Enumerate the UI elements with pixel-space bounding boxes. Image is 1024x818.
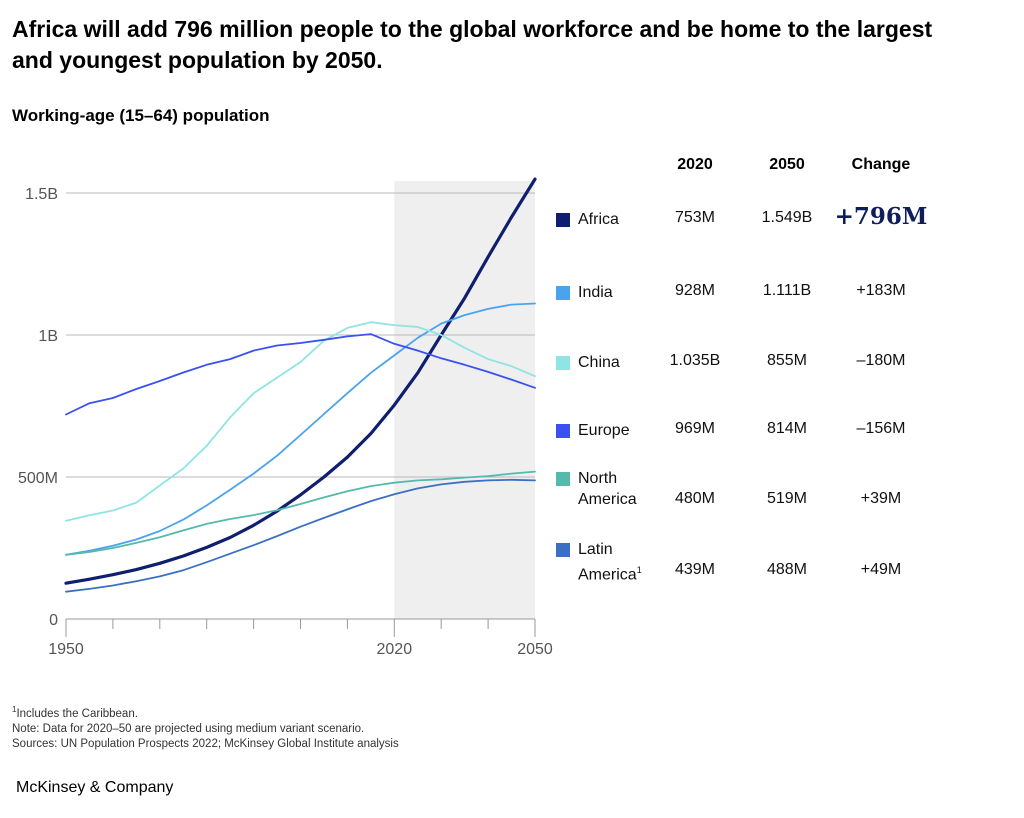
x-tick-label: 2020 — [377, 641, 413, 658]
legend-row-latin-america: Latin America1 439M 488M +49M — [556, 539, 936, 589]
legend-label-line1: North — [578, 470, 618, 487]
footnote-marker: 1 — [636, 565, 642, 575]
value-change: +796M — [834, 203, 928, 230]
value-2050: 855M — [766, 352, 808, 369]
header-2020: 2020 — [677, 156, 713, 173]
legend-label: Africa — [578, 211, 619, 228]
legend-label-line2: America — [578, 491, 637, 508]
legend-label: India — [578, 284, 613, 301]
value-2020: 928M — [674, 282, 716, 299]
chart-title: Africa will add 796 million people to th… — [12, 16, 933, 73]
series-line-europe — [65, 333, 536, 416]
legend-swatch — [556, 213, 570, 227]
value-2050: 488M — [766, 561, 808, 578]
legend-swatch — [556, 286, 570, 300]
value-2050: 814M — [766, 420, 808, 437]
value-2020: 969M — [674, 420, 716, 437]
sources-line: Sources: UN Population Prospects 2022; M… — [12, 737, 399, 750]
legend-swatch — [556, 543, 570, 557]
legend-label: China — [578, 354, 620, 371]
legend-label-line1: Latin — [578, 541, 613, 558]
x-tick-label: 2050 — [517, 641, 553, 658]
y-tick-label: 1.5B — [25, 186, 58, 203]
series-line-latin-america — [65, 478, 536, 593]
legend-label: Europe — [578, 422, 630, 439]
value-change: +39M — [860, 490, 902, 507]
legend-row-north-america: North America 480M 519M +39M — [556, 468, 936, 518]
value-change: –180M — [856, 352, 906, 369]
footnotes: 1Includes the Caribbean. Note: Data for … — [12, 702, 399, 752]
legend-row-india: India 928M 1.111B +183M — [556, 282, 936, 332]
footnote-1: 1Includes the Caribbean. — [12, 702, 399, 722]
y-tick-label: 0 — [49, 612, 58, 629]
value-2020: 480M — [674, 490, 716, 507]
legend-label-line2: America1 — [578, 560, 642, 585]
legend-row-africa: Africa 753M 1.549B +796M — [556, 203, 936, 259]
legend-row-china: China 1.035B 855M –180M — [556, 352, 936, 402]
value-2020: 1.035B — [669, 352, 721, 369]
series-line-china — [65, 321, 536, 522]
note-line: Note: Data for 2020–50 are projected usi… — [12, 722, 365, 735]
value-2050: 1.549B — [761, 209, 813, 226]
value-change: +183M — [856, 282, 906, 299]
footnote-marker: 1 — [12, 705, 17, 714]
series-line-india — [65, 302, 536, 556]
x-tick-label: 1950 — [48, 641, 84, 658]
header-2050: 2050 — [769, 156, 805, 173]
chart-subtitle: Working-age (15–64) population — [12, 106, 270, 125]
header-change: Change — [851, 156, 911, 173]
projection-shading — [394, 181, 535, 619]
y-tick-label: 500M — [18, 470, 58, 487]
value-2050: 1.111B — [762, 282, 812, 299]
footnote-text: Includes the Caribbean. — [16, 707, 138, 720]
brand-logo-text: McKinsey & Company — [16, 779, 174, 796]
legend-swatch — [556, 424, 570, 438]
value-2050: 519M — [766, 490, 808, 507]
legend-swatch — [556, 356, 570, 370]
legend-swatch — [556, 472, 570, 486]
value-2020: 439M — [674, 561, 716, 578]
series-line-africa — [64, 177, 537, 585]
legend-row-europe: Europe 969M 814M –156M — [556, 420, 936, 470]
value-change: +49M — [860, 561, 902, 578]
value-change: –156M — [856, 420, 906, 437]
y-tick-label: 1B — [38, 328, 58, 345]
value-2020: 753M — [674, 209, 716, 226]
legend-label-text: America — [578, 566, 637, 584]
series-line-north-america — [65, 470, 536, 556]
